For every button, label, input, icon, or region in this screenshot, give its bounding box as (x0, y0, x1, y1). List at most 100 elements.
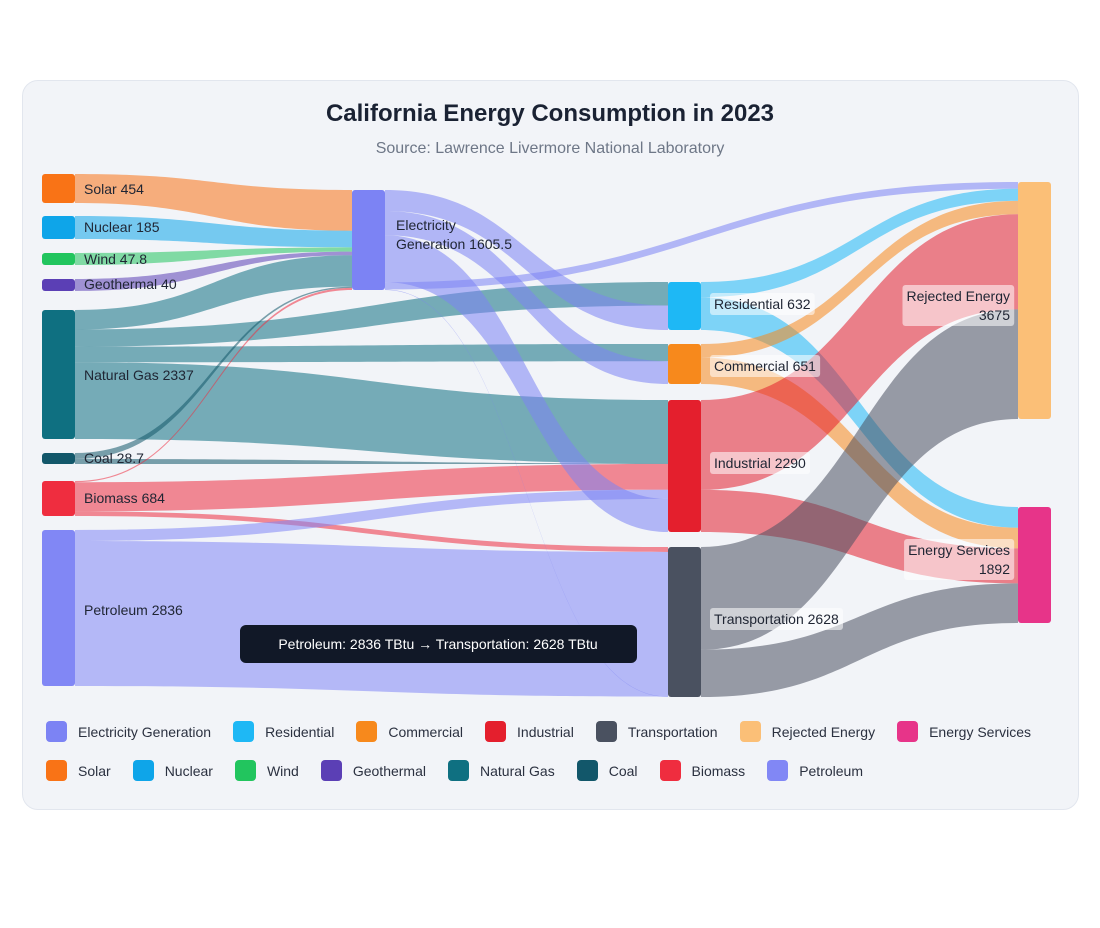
link-trans-to-rej[interactable] (701, 309, 1018, 650)
legend-item[interactable]: Electricity Generation (46, 721, 211, 742)
link-ind-to-rej[interactable] (701, 214, 1018, 490)
legend-label: Natural Gas (480, 762, 555, 779)
legend-swatch (897, 721, 919, 742)
link-elec-to-ind[interactable] (385, 235, 668, 532)
legend-label: Industrial (517, 723, 574, 740)
link-biomass-to-trans[interactable] (75, 511, 668, 552)
link-res-to-rej[interactable] (701, 188, 1018, 298)
node-label-bg-res (710, 293, 815, 315)
node-petroleum[interactable] (42, 530, 75, 686)
link-elec-to-rej[interactable] (385, 182, 1018, 290)
link-geothermal-to-elec[interactable] (75, 251, 352, 291)
node-label-line: Generation 1605.5 (396, 236, 512, 252)
legend-label: Energy Services (929, 723, 1032, 740)
node-label-line: 1892 (979, 561, 1010, 577)
node-label-bg-svc (904, 539, 1015, 580)
sankey-links (75, 174, 1018, 697)
link-res-to-svc[interactable] (701, 297, 1018, 528)
legend-swatch (320, 760, 342, 781)
tooltip-box (240, 625, 637, 663)
legend-label: Coal (608, 762, 638, 779)
flow-tooltip: Petroleum: 2836 TBtu → Transportation: 2… (240, 625, 637, 663)
link-coal-to-elec[interactable] (75, 286, 352, 459)
legend-swatch (233, 721, 255, 742)
legend-item[interactable]: Natural Gas (448, 760, 555, 781)
legend-swatch (132, 760, 154, 781)
node-label-geothermal: Geothermal 40 (84, 276, 177, 292)
legend-item[interactable]: Residential (233, 721, 334, 742)
node-label-line: Coal 28.7 (84, 450, 144, 466)
node-label-svc: Energy Services 1892 (908, 542, 1010, 577)
legend-row-sources: Solar Nuclear Wind Geothermal Natural Gas Coa… (46, 760, 885, 781)
node-natgas[interactable] (42, 310, 75, 439)
legend-label: Petroleum (799, 762, 863, 779)
link-elec-to-trans[interactable] (385, 289, 668, 697)
node-label-line: Petroleum 2836 (84, 602, 183, 618)
link-trans-to-svc[interactable] (701, 583, 1018, 697)
sankey-labels: Solar 454 Nuclear 185 Wind 47.8 Geothermal … (84, 181, 1015, 630)
node-label-line: Natural Gas 2337 (84, 367, 194, 383)
chart-title: California Energy Consumption in 2023 (325, 100, 775, 127)
node-geothermal[interactable] (42, 279, 75, 291)
legend-item[interactable]: Petroleum (767, 760, 863, 781)
legend-swatch (448, 760, 469, 781)
node-svc[interactable] (1018, 507, 1051, 623)
node-wind[interactable] (42, 253, 75, 265)
link-wind-to-elec[interactable] (75, 247, 352, 265)
node-coal[interactable] (42, 453, 75, 464)
legend-item[interactable]: Rejected Energy (739, 721, 876, 742)
link-biomass-to-ind[interactable] (75, 463, 668, 512)
node-label-line: Residential 632 (714, 296, 811, 312)
node-label-trans: Transportation 2628 (714, 611, 839, 627)
node-solar[interactable] (42, 174, 75, 203)
node-label-coal: Coal 28.7 (84, 450, 144, 466)
node-label-nuclear: Nuclear 185 (84, 219, 160, 235)
node-biomass[interactable] (42, 481, 75, 516)
link-nuclear-to-elec[interactable] (75, 216, 352, 248)
link-elec-to-com[interactable] (385, 211, 668, 384)
legend-label: Residential (265, 723, 335, 740)
legend-label: Rejected Energy (771, 723, 876, 740)
legend-item[interactable]: Biomass (659, 760, 745, 781)
legend-item[interactable]: Geothermal (320, 760, 426, 781)
node-ind[interactable] (668, 400, 701, 532)
legend-swatch (46, 760, 67, 781)
node-rej[interactable] (1018, 182, 1051, 419)
legend-swatch (595, 721, 617, 742)
node-label-line: Industrial 2290 (714, 455, 806, 471)
legend-swatch (576, 760, 598, 781)
node-nuclear[interactable] (42, 216, 75, 239)
legend-row-nodes: Electricity Generation Residential Commerc… (46, 721, 1053, 742)
link-solar-to-elec[interactable] (75, 174, 352, 231)
link-natgas-to-elec[interactable] (75, 255, 352, 330)
link-petroleum-to-trans[interactable] (75, 541, 668, 697)
node-label-natgas: Natural Gas 2337 (84, 367, 194, 383)
node-label-bg-rej (902, 285, 1015, 326)
link-biomass-to-elec[interactable] (75, 287, 352, 483)
node-label-res: Residential 632 (714, 296, 811, 312)
link-elec-to-res[interactable] (385, 190, 668, 330)
node-com[interactable] (668, 344, 701, 384)
node-label-line: Transportation 2628 (714, 611, 839, 627)
legend-item[interactable]: Transportation (595, 721, 718, 742)
legend-label: Nuclear (164, 762, 213, 779)
legend-swatch (485, 721, 507, 742)
legend-item[interactable]: Solar (46, 760, 111, 781)
legend-item[interactable]: Nuclear (132, 760, 213, 781)
chart-subtitle: Source: Lawrence Livermore National Labo… (375, 140, 725, 157)
link-coal-to-ind[interactable] (75, 458, 668, 464)
link-natgas-to-ind[interactable] (75, 362, 668, 464)
node-label-elec: Electricity Generation 1605.5 (396, 217, 512, 252)
link-com-to-rej[interactable] (701, 200, 1018, 358)
legend-item[interactable]: Coal (576, 760, 638, 781)
legend-item[interactable]: Commercial (356, 721, 463, 742)
node-elec[interactable] (352, 190, 385, 290)
link-petroleum-to-ind[interactable] (75, 489, 668, 542)
node-label-line: Rejected Energy (906, 288, 1010, 304)
node-res[interactable] (668, 282, 701, 330)
node-trans[interactable] (668, 547, 701, 697)
legend-item[interactable]: Wind (234, 760, 299, 781)
legend-item[interactable]: Energy Services (897, 721, 1031, 742)
legend-item[interactable]: Industrial (485, 721, 574, 742)
